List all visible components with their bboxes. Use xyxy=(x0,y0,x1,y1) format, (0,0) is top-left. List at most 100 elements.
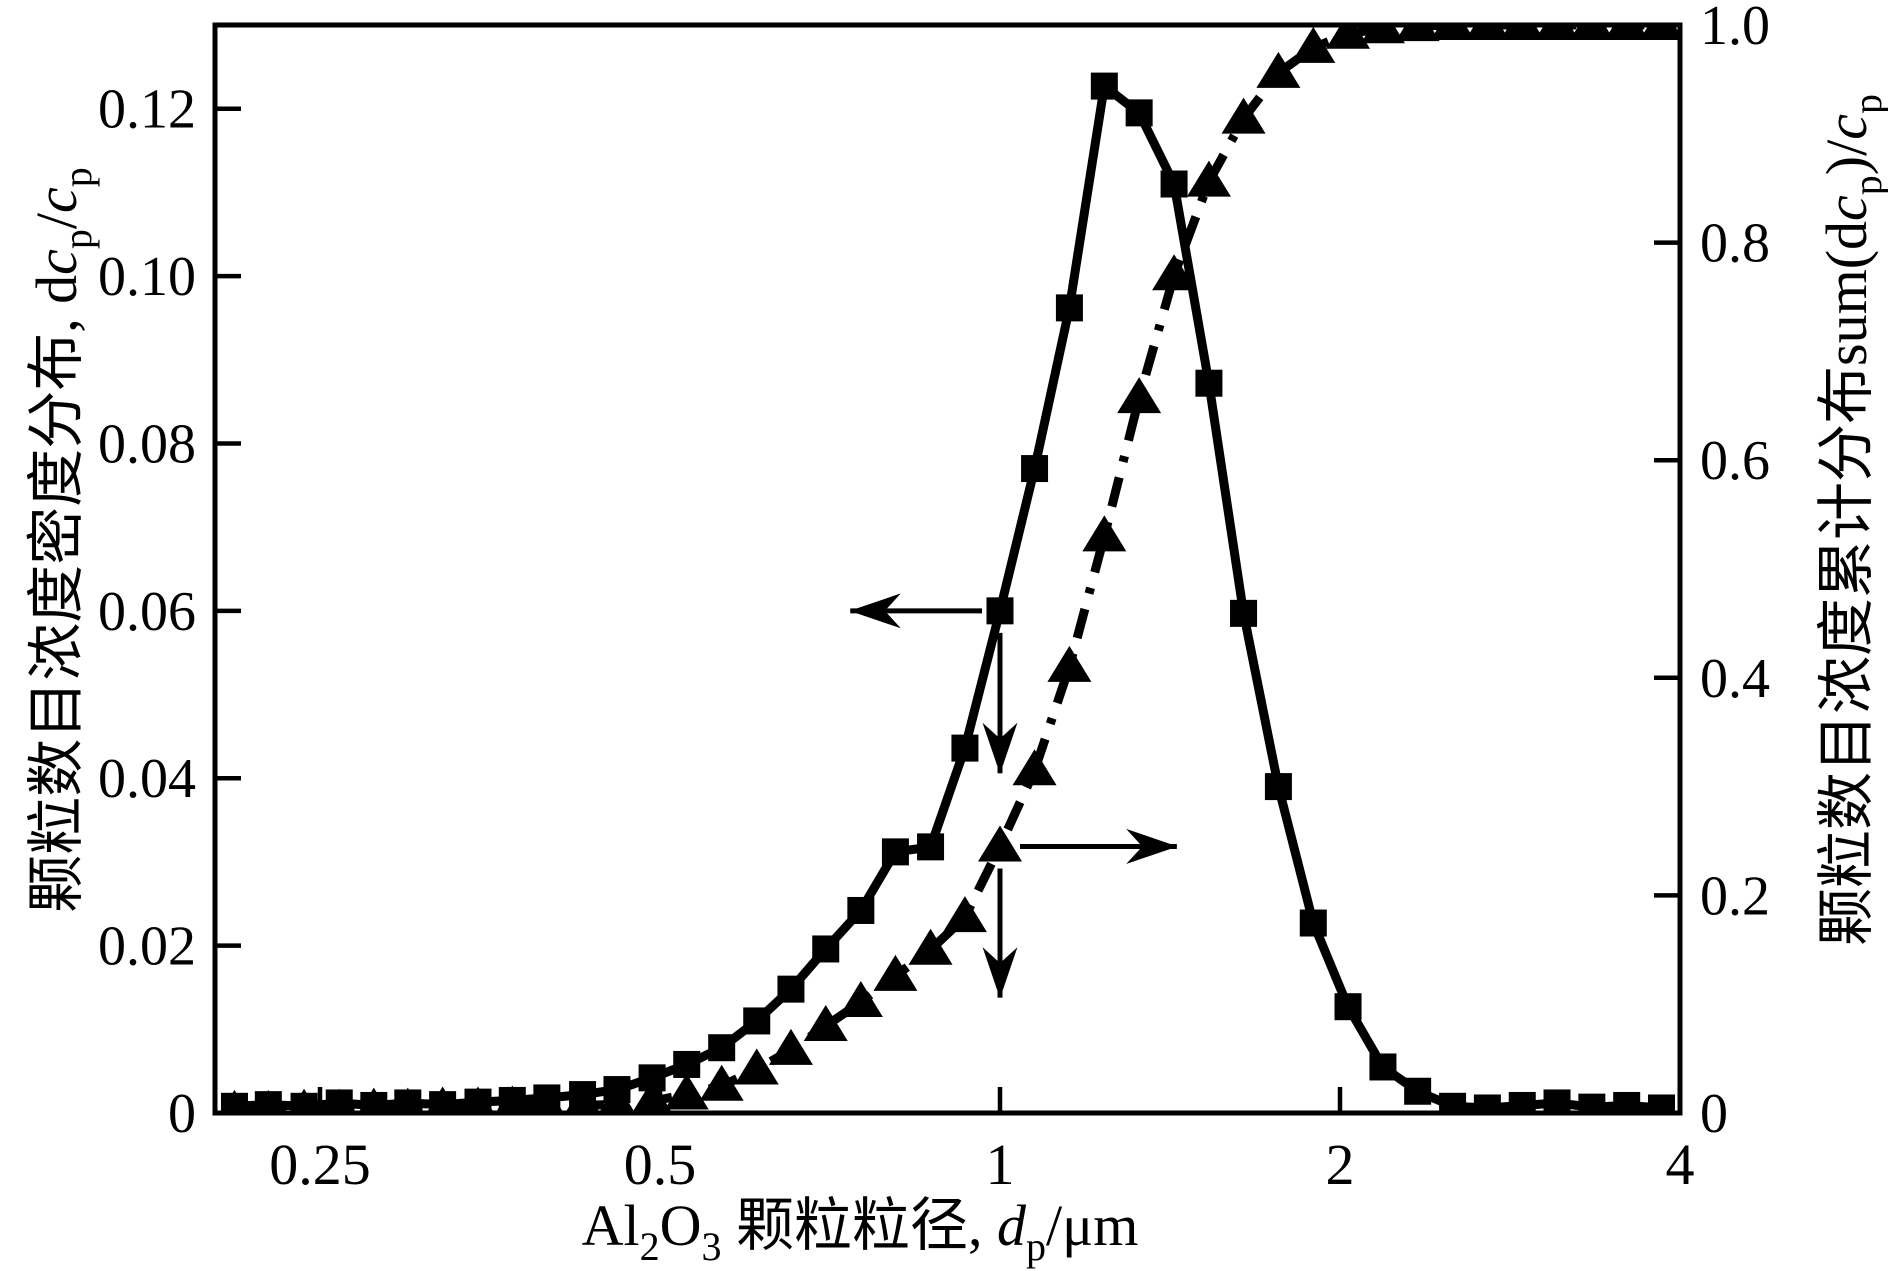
triangle-marker xyxy=(1569,25,1614,40)
square-marker xyxy=(1369,1053,1397,1081)
tick-labels: 0 0.02 0.04 0.06 0.08 0.10 0.12 0 0.2 0.4 0.6 0.8 1.… xyxy=(98,0,1770,1197)
square-marker xyxy=(1125,99,1153,127)
square-marker xyxy=(1055,294,1083,322)
square-marker xyxy=(777,975,805,1003)
square-marker xyxy=(638,1064,666,1092)
triangle-marker xyxy=(1360,25,1405,44)
square-marker xyxy=(986,597,1014,625)
triangle-marker xyxy=(734,1048,779,1085)
triangle-marker xyxy=(699,1064,744,1101)
triangle-marker xyxy=(908,928,953,965)
triangle-marker xyxy=(942,896,987,933)
triangle-marker xyxy=(873,954,918,991)
square-marker xyxy=(1473,1094,1501,1113)
square-marker xyxy=(360,1091,388,1113)
y-right-tick-label: 0 xyxy=(1700,1083,1728,1145)
square-marker xyxy=(1404,1077,1432,1105)
triangle-marker xyxy=(1291,26,1336,63)
y-left-tick-label: 0.04 xyxy=(98,748,196,810)
y-left-tick-label: 0.10 xyxy=(98,246,196,308)
triangle-marker xyxy=(1221,97,1266,134)
x-tick-label: 0.25 xyxy=(269,1132,371,1197)
square-marker xyxy=(1334,993,1362,1021)
x-tick-label: 1 xyxy=(986,1132,1015,1197)
triangle-marker xyxy=(1326,25,1371,49)
square-marker xyxy=(917,833,945,861)
y-left-tick-label: 0 xyxy=(168,1083,196,1145)
y-left-tick-label: 0.02 xyxy=(98,916,196,978)
square-marker xyxy=(1230,599,1258,627)
y-right-tick-label: 0.6 xyxy=(1700,430,1770,492)
triangle-marker xyxy=(1500,25,1545,40)
triangle-marker xyxy=(768,1028,813,1065)
square-marker xyxy=(1021,455,1049,483)
plot-border xyxy=(212,22,1683,1116)
square-marker xyxy=(1439,1092,1467,1113)
square-marker xyxy=(812,935,840,963)
x-tick-label: 2 xyxy=(1326,1132,1355,1197)
triangle-marker xyxy=(1604,25,1649,40)
triangle-marker xyxy=(1047,645,1092,682)
density-markers xyxy=(220,72,1676,1113)
square-marker xyxy=(394,1089,422,1113)
y-left-tick-label: 0.06 xyxy=(98,581,196,643)
density-line xyxy=(234,81,1662,1113)
square-marker xyxy=(1264,773,1292,801)
triangle-marker xyxy=(1256,51,1301,88)
square-marker xyxy=(498,1086,526,1113)
square-marker xyxy=(1508,1091,1536,1113)
square-marker xyxy=(743,1007,771,1035)
square-marker xyxy=(429,1091,457,1113)
square-marker xyxy=(1543,1089,1571,1113)
triangle-marker xyxy=(1186,160,1231,197)
square-marker xyxy=(1648,1094,1676,1113)
square-marker xyxy=(847,896,875,924)
square-marker xyxy=(603,1076,631,1104)
square-marker xyxy=(1090,72,1118,100)
triangle-marker xyxy=(1535,25,1580,40)
square-marker xyxy=(464,1088,492,1113)
y-right-axis-title: 颗粒数目浓度累计分布sum(dcp)/cp xyxy=(1814,94,1888,946)
y-left-axis-title: 颗粒数目浓度密度分布, dcp/cp xyxy=(24,167,100,913)
square-marker xyxy=(254,1091,282,1113)
square-marker xyxy=(1299,909,1327,937)
y-right-tick-label: 1.0 xyxy=(1700,0,1770,57)
triangle-marker xyxy=(1465,25,1510,40)
series-layer xyxy=(220,25,1680,1113)
y-left-tick-label: 0.08 xyxy=(98,413,196,475)
y-left-tick-label: 0.12 xyxy=(98,79,196,141)
triangle-marker xyxy=(1430,25,1475,40)
square-marker xyxy=(951,734,979,762)
triangle-marker xyxy=(978,825,1022,862)
square-marker xyxy=(220,1092,248,1113)
square-marker xyxy=(881,838,909,866)
triangle-marker xyxy=(1152,254,1197,291)
x-axis-title: Al2O3 颗粒粒径, dp/μm xyxy=(582,1193,1139,1269)
cumulative-markers xyxy=(220,25,1680,1113)
triangle-marker xyxy=(803,1004,848,1041)
square-marker xyxy=(708,1034,736,1062)
triangle-marker xyxy=(1082,515,1127,552)
y-right-tick-label: 0.4 xyxy=(1700,648,1770,710)
x-tick-label: 4 xyxy=(1666,1132,1695,1197)
square-marker xyxy=(290,1092,318,1113)
square-marker xyxy=(673,1050,701,1078)
triangle-marker xyxy=(1639,25,1680,40)
triangle-marker xyxy=(1117,377,1162,414)
triangle-marker xyxy=(1395,25,1440,42)
square-marker xyxy=(533,1084,561,1112)
square-marker xyxy=(1613,1091,1641,1113)
triangle-marker xyxy=(838,981,883,1018)
axis-pointer-arrows xyxy=(849,593,1178,999)
square-marker xyxy=(1578,1093,1606,1113)
x-tick-label: 0.5 xyxy=(624,1132,697,1197)
cumulative-line xyxy=(234,25,1662,1113)
triangle-marker xyxy=(664,1073,709,1110)
tick-marks xyxy=(215,22,1680,1113)
triangle-marker xyxy=(1012,749,1057,786)
square-marker xyxy=(325,1089,353,1113)
y-right-tick-label: 0.8 xyxy=(1700,213,1770,275)
y-right-tick-label: 0.2 xyxy=(1700,865,1770,927)
